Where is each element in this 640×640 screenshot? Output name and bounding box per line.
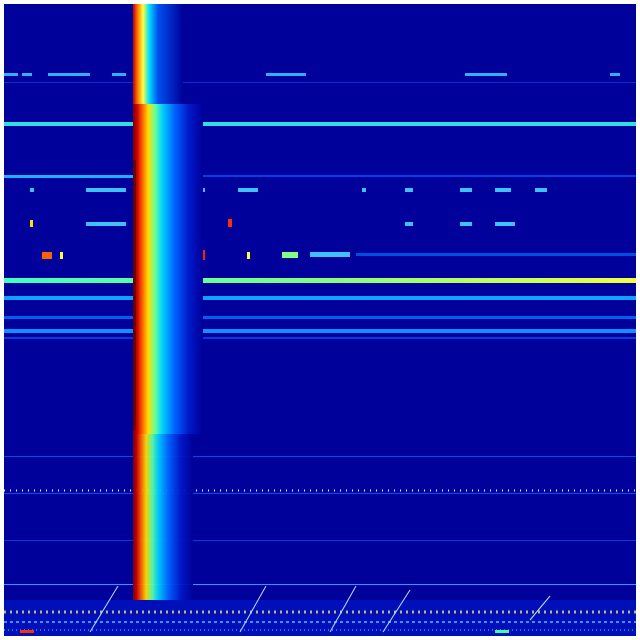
burst [405, 188, 413, 192]
burst [460, 188, 472, 192]
noise [20, 630, 34, 633]
burst [30, 220, 33, 227]
signal [22, 73, 32, 76]
bursts [30, 188, 636, 609]
signal [4, 82, 636, 83]
chirp [382, 589, 411, 633]
band-core [133, 160, 136, 430]
burst [495, 222, 515, 226]
burst [362, 188, 366, 192]
signal [465, 73, 507, 76]
signal [4, 337, 636, 339]
burst [535, 188, 547, 192]
signal [4, 278, 636, 283]
burst [30, 188, 34, 192]
burst [238, 188, 258, 192]
signal [610, 73, 620, 76]
noise [495, 630, 509, 633]
band-mid [133, 104, 203, 434]
chirp [329, 585, 357, 633]
burst [86, 188, 126, 192]
burst [202, 250, 205, 260]
burst [405, 222, 413, 226]
signal [4, 329, 636, 333]
signal [48, 73, 90, 76]
signal [266, 73, 306, 76]
burst [282, 252, 298, 258]
signal [4, 540, 636, 541]
signal [4, 456, 636, 457]
burst [60, 252, 63, 259]
burst [356, 253, 636, 256]
chirp [239, 585, 267, 633]
burst [86, 222, 126, 226]
burst [495, 188, 511, 192]
chirp [529, 595, 551, 621]
signal [4, 316, 636, 319]
signal [4, 584, 636, 585]
burst [42, 252, 52, 259]
chirp [89, 585, 119, 633]
signal [4, 73, 18, 76]
signal [4, 296, 636, 300]
noise-floor [4, 585, 636, 636]
band-top [133, 4, 183, 104]
burst [310, 252, 350, 257]
burst [228, 219, 232, 227]
burst [247, 252, 250, 259]
background [4, 4, 636, 636]
signal [134, 175, 636, 177]
signal-lines [4, 73, 636, 585]
signal [4, 493, 636, 494]
signal [112, 73, 126, 76]
signal [4, 175, 134, 178]
signal [4, 122, 636, 126]
burst [460, 222, 472, 226]
